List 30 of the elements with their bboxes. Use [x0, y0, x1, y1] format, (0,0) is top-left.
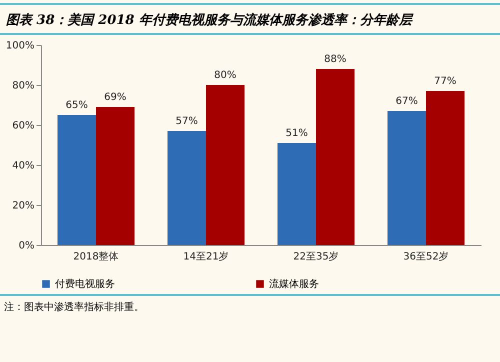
bar [96, 107, 134, 245]
bar [58, 115, 96, 245]
chart-title: 图表 38：美国 2018 年付费电视服务与流媒体服务渗透率：分年龄层 [0, 3, 500, 35]
data-label: 80% [214, 70, 236, 81]
data-label: 69% [104, 92, 126, 103]
y-tick-label: 80% [12, 80, 34, 92]
data-label: 65% [66, 100, 88, 111]
y-tick-label: 0% [18, 240, 34, 252]
bar [426, 91, 464, 245]
text: 注：图表中渗透率指标非排重。 [4, 300, 145, 314]
data-label: 51% [286, 128, 308, 139]
x-tick-label: 22至35岁 [293, 250, 339, 262]
bar [278, 143, 316, 245]
data-label: 67% [396, 96, 418, 107]
bar [168, 131, 206, 245]
bar [206, 85, 244, 245]
data-label: 57% [176, 116, 198, 127]
x-tick-label: 36至52岁 [403, 250, 449, 262]
x-tick-label: 14至21岁 [183, 250, 229, 262]
legend-label: 付费电视服务 [55, 278, 115, 290]
y-tick-label: 40% [12, 160, 34, 172]
y-tick-label: 100% [6, 40, 34, 52]
bar [388, 111, 426, 245]
legend-label: 流媒体服务 [269, 278, 319, 290]
data-label: 88% [324, 54, 346, 65]
y-tick-label: 20% [12, 200, 34, 212]
y-tick-label: 60% [12, 120, 34, 132]
data-label: 77% [434, 76, 456, 87]
x-tick-label: 2018整体 [73, 250, 119, 262]
bar [316, 69, 354, 245]
